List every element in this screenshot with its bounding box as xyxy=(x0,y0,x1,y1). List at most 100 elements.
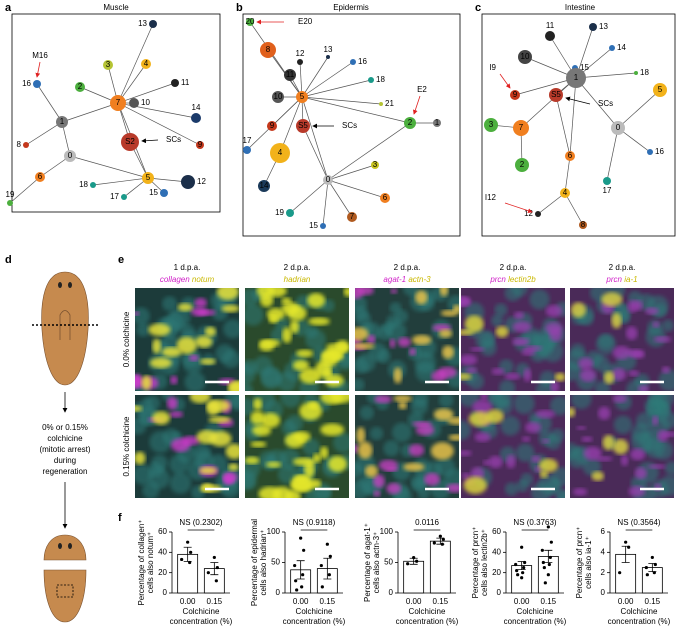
y-axis-label: cells also hadrian⁺ xyxy=(259,529,268,595)
node-label: 13 xyxy=(138,19,147,28)
data-point xyxy=(299,536,303,540)
signal-yellow xyxy=(281,302,300,316)
signal-yellow xyxy=(495,326,509,338)
signal-yellow xyxy=(299,368,322,384)
signal-magenta xyxy=(545,322,563,335)
y-tick-label: 0 xyxy=(601,588,606,597)
signal-yellow xyxy=(228,382,239,391)
signal-magenta xyxy=(628,370,640,377)
nucleus xyxy=(520,472,534,486)
signal-magenta xyxy=(661,366,671,374)
x-axis-label: concentration (%) xyxy=(170,617,233,626)
column-time: 2 d.p.a. xyxy=(500,263,527,272)
protocol-text: colchicine xyxy=(47,434,83,443)
signal-magenta xyxy=(386,482,402,494)
signal-yellow xyxy=(225,443,239,460)
data-point xyxy=(302,548,306,552)
node xyxy=(368,77,374,83)
node xyxy=(579,221,587,229)
node-label: 16 xyxy=(655,147,664,156)
edge xyxy=(301,96,411,124)
signal-yellow xyxy=(135,451,146,465)
node xyxy=(609,45,615,51)
signal-magenta xyxy=(188,354,199,362)
node-label: 3 xyxy=(373,160,378,169)
signal-magenta xyxy=(535,409,556,419)
panel-letter: d xyxy=(5,254,12,266)
nucleus xyxy=(658,369,674,391)
signal-yellow xyxy=(433,408,454,421)
nucleus xyxy=(391,422,412,443)
gene-name: prcn xyxy=(489,275,506,284)
node-label: 12 xyxy=(197,177,206,186)
node-label: 18 xyxy=(376,75,385,84)
node xyxy=(350,59,356,65)
node-label: 15 xyxy=(580,63,589,72)
nucleus xyxy=(394,309,409,324)
signal-magenta xyxy=(446,483,459,493)
node xyxy=(260,42,276,58)
node-label: 5 xyxy=(300,92,305,101)
node-label: 0 xyxy=(68,151,73,160)
signal-magenta xyxy=(397,337,411,348)
annotation: E20 xyxy=(298,17,313,26)
nucleus xyxy=(412,395,429,407)
data-point xyxy=(328,554,332,559)
nucleus xyxy=(245,469,258,491)
x-axis-label: Colchicine xyxy=(517,607,554,616)
error-bar xyxy=(323,557,332,580)
nucleus xyxy=(245,304,264,326)
signal-yellow xyxy=(195,335,213,348)
signal-magenta xyxy=(437,366,457,379)
annotation: M16 xyxy=(32,51,48,60)
data-point xyxy=(440,542,444,546)
signal-yellow xyxy=(393,395,412,402)
signal-yellow xyxy=(312,453,322,463)
micrograph xyxy=(245,288,349,391)
signal-magenta xyxy=(461,297,472,307)
node-label: 11 xyxy=(546,21,555,30)
edge xyxy=(555,94,571,157)
node xyxy=(653,83,667,97)
signal-magenta xyxy=(415,424,435,436)
node-label: 16 xyxy=(358,57,367,66)
signal-magenta xyxy=(625,326,638,340)
node-label: 10 xyxy=(521,52,530,61)
signal-yellow xyxy=(141,375,152,390)
x-tick-label: 0.15 xyxy=(645,597,661,606)
y-axis-label: Percentage of collagen⁺ xyxy=(137,519,146,605)
y-tick-label: 50 xyxy=(271,558,280,567)
signal-yellow xyxy=(250,441,267,448)
nucleus xyxy=(333,432,349,453)
signal-yellow xyxy=(539,458,558,473)
node-label: 7 xyxy=(350,212,355,221)
node-label: 5 xyxy=(146,173,151,182)
signal-magenta xyxy=(194,297,207,308)
signal-yellow xyxy=(393,367,403,384)
edge xyxy=(327,122,411,181)
signal-yellow xyxy=(152,411,171,425)
x-tick-label: 0.00 xyxy=(514,597,530,606)
y-tick-label: 4 xyxy=(601,547,606,556)
data-point xyxy=(415,559,419,563)
signal-magenta xyxy=(572,488,588,496)
micrograph xyxy=(355,395,459,498)
node-label: 2 xyxy=(78,82,83,91)
node-label: 10 xyxy=(141,98,150,107)
signal-yellow xyxy=(289,319,300,334)
signal-magenta xyxy=(409,348,417,356)
signal-yellow xyxy=(430,442,454,460)
node-label: 16 xyxy=(22,79,31,88)
data-point xyxy=(541,560,545,565)
signal-yellow xyxy=(570,302,587,318)
node-label: 5 xyxy=(658,85,663,94)
data-point xyxy=(212,555,216,560)
nucleus xyxy=(504,288,522,302)
annotation-arrow xyxy=(565,96,591,105)
data-point xyxy=(547,562,551,567)
data-point xyxy=(543,581,547,585)
gene-name: lectin2b xyxy=(508,275,536,284)
signal-yellow xyxy=(356,427,366,444)
data-point xyxy=(293,563,297,568)
micrograph-content xyxy=(245,395,349,498)
